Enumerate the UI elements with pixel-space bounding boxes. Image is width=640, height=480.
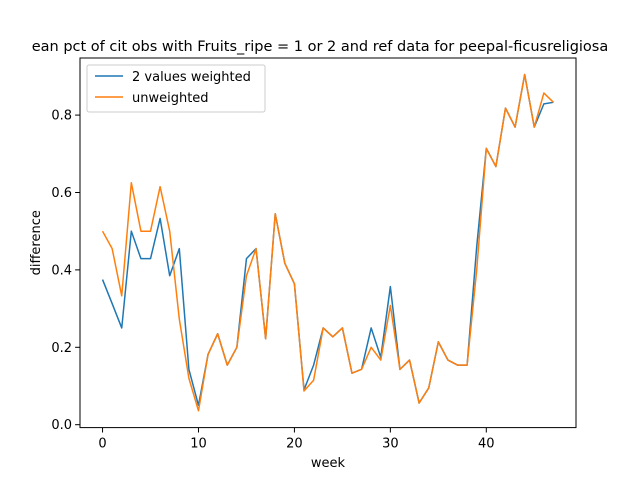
x-tick-label: 0 <box>98 437 106 452</box>
series-line-unweighted <box>101 73 554 412</box>
x-tick-label: 40 <box>478 437 495 452</box>
y-axis: 0.0 0.2 0.4 0.6 0.8 <box>51 109 80 433</box>
legend: 2 values weighted unweighted <box>86 64 266 113</box>
y-tick-label: 0.0 <box>51 418 72 433</box>
chart-title: ean pct of cit obs with Fruits_ripe = 1 … <box>32 39 609 55</box>
y-axis-label: difference <box>29 210 44 275</box>
y-tick-label: 0.4 <box>51 263 72 278</box>
x-axis-label: week <box>311 456 346 471</box>
y-tick-label: 0.6 <box>51 186 72 201</box>
legend-box <box>86 64 266 113</box>
y-tick-label: 0.2 <box>51 341 72 356</box>
legend-label-weighted: 2 values weighted <box>132 70 251 85</box>
x-tick-label: 30 <box>382 437 399 452</box>
x-tick-label: 20 <box>286 437 303 452</box>
y-tick-label: 0.8 <box>51 109 72 124</box>
legend-label-unweighted: unweighted <box>132 91 209 106</box>
plot-lines <box>101 73 554 412</box>
x-tick-label: 10 <box>190 437 207 452</box>
x-axis: 0 10 20 30 40 <box>98 427 495 452</box>
plot-area-frame <box>79 57 577 429</box>
